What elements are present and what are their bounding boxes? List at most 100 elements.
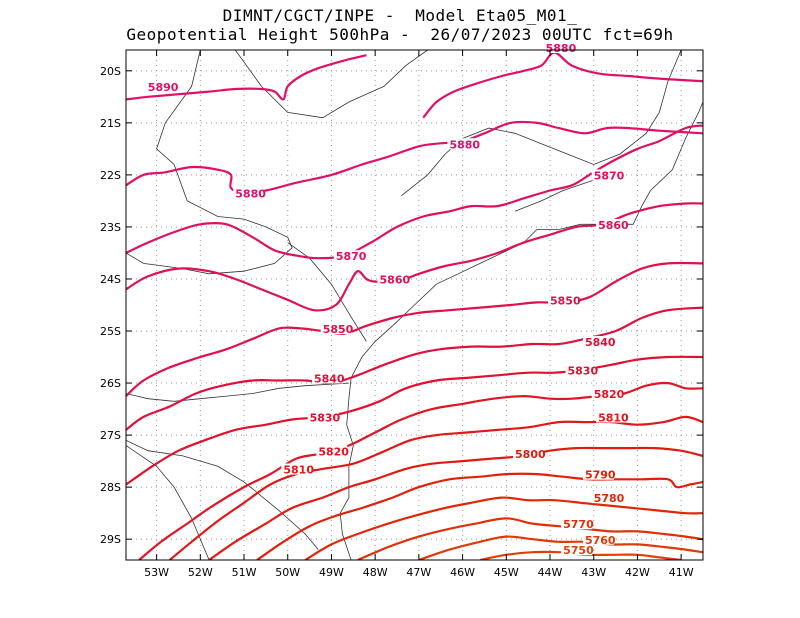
contour-label-bg — [320, 323, 352, 335]
contour-label-5830: 5830 — [567, 365, 598, 378]
contour-label-bg — [561, 544, 593, 556]
lat-tick-label: 20S — [100, 65, 121, 78]
contour-label-bg — [447, 138, 479, 150]
contour-5770 — [357, 517, 703, 560]
contour-5880 — [422, 51, 703, 119]
map-frame — [125, 49, 704, 561]
lon-tick-label: 45W — [494, 566, 519, 579]
contour-label-bg — [582, 336, 614, 348]
lon-tick-label: 42W — [625, 566, 650, 579]
contour-label-5880: 5880 — [449, 138, 480, 151]
lat-tick-label: 26S — [100, 377, 121, 390]
contour-label-5750: 5750 — [563, 544, 594, 557]
lon-tick-label: 46W — [450, 566, 475, 579]
contour-label-5850: 5850 — [550, 294, 581, 307]
contour-label-5810: 5810 — [283, 464, 314, 477]
lat-tick-label: 23S — [100, 221, 121, 234]
lon-tick-label: 52W — [188, 566, 213, 579]
lon-tick-label: 51W — [232, 566, 257, 579]
contour-5830 — [126, 355, 703, 486]
contour-label-5780: 5780 — [594, 492, 625, 505]
contour-5810 — [169, 415, 703, 560]
boundary-line — [126, 50, 293, 275]
boundary-line — [126, 445, 210, 560]
contour-label-bg — [513, 447, 545, 459]
chart-title-line2: Geopotential Height 500hPa - 26/07/2023 … — [126, 25, 674, 44]
lat-tick-label: 28S — [100, 481, 121, 494]
lat-tick-label: 27S — [100, 429, 121, 442]
lon-tick-label: 43W — [581, 566, 606, 579]
contour-label-5820: 5820 — [594, 388, 625, 401]
lon-tick-label: 41W — [669, 566, 694, 579]
lat-tick-label: 21S — [100, 117, 121, 130]
contour-label-5850: 5850 — [323, 323, 354, 336]
contour-5870 — [126, 124, 703, 260]
lon-tick-label: 44W — [538, 566, 563, 579]
contour-label-5890: 5890 — [148, 81, 179, 94]
lat-tick-label: 29S — [100, 533, 121, 546]
contour-label-5820: 5820 — [318, 445, 349, 458]
lat-tick-label: 22S — [100, 169, 121, 182]
contour-5820 — [138, 381, 703, 560]
contour-label-bg — [591, 388, 623, 400]
lon-tick-label: 48W — [363, 566, 388, 579]
contour-label-bg — [281, 463, 313, 475]
lon-tick-label: 50W — [275, 566, 300, 579]
contour-5800 — [208, 446, 703, 560]
contour-label-bg — [316, 445, 348, 457]
lon-tick-label: 47W — [406, 566, 431, 579]
contour-labels: 5890 5880 5880 5880 5870 5870 5860 5860 5850 5850… — [145, 42, 629, 557]
boundary-line — [126, 439, 319, 550]
contour-label-5860: 5860 — [598, 219, 629, 232]
contour-label-bg — [307, 411, 339, 423]
contour-label-bg — [591, 492, 623, 504]
contour-label-bg — [565, 364, 597, 376]
contour-label-5880: 5880 — [546, 42, 577, 55]
contour-label-5800: 5800 — [515, 448, 546, 461]
contour-label-5840: 5840 — [314, 372, 345, 385]
contour-5760 — [418, 535, 703, 560]
contour-label-bg — [596, 411, 628, 423]
lat-tick-label: 24S — [100, 273, 121, 286]
contour-label-bg — [561, 518, 593, 530]
contour-label-bg — [596, 218, 628, 230]
contour-label-bg — [311, 372, 343, 384]
contour-label-bg — [233, 187, 265, 199]
contour-label-bg — [145, 81, 177, 93]
contour-5790 — [256, 472, 703, 560]
boundary-line — [234, 50, 428, 119]
contour-label-5840: 5840 — [585, 336, 616, 349]
lon-tick-label: 53W — [144, 566, 169, 579]
contour-label-5830: 5830 — [310, 411, 341, 424]
contour-label-5870: 5870 — [336, 250, 367, 263]
contour-label-bg — [333, 250, 365, 262]
boundary-line — [126, 382, 349, 402]
chart-title-line1: DIMNT/CGCT/INPE - Model Eta05_M01_ — [222, 6, 578, 25]
contour-5890 — [126, 54, 367, 101]
contour-label-bg — [548, 294, 580, 306]
contour-5850 — [126, 261, 703, 397]
contour-label-bg — [543, 42, 575, 53]
boundary-line — [401, 50, 682, 197]
axis-ticks: 20S 21S 22S 23S 24S 25S 26S 27S 28S 29S 53W 52W 51W 5… — [100, 50, 703, 579]
contour-label-5880: 5880 — [235, 188, 266, 201]
contour-label-5860: 5860 — [380, 274, 411, 287]
contour-label-5770: 5770 — [563, 518, 594, 531]
contour-5880 — [126, 120, 703, 195]
contour-label-5810: 5810 — [598, 411, 629, 424]
boundary-line — [339, 101, 703, 560]
contour-label-5760: 5760 — [585, 534, 616, 547]
contour-label-bg — [582, 468, 614, 480]
contour-label-bg — [591, 169, 623, 181]
contour-5840 — [126, 306, 703, 431]
contour-label-5790: 5790 — [585, 469, 616, 482]
contour-label-5870: 5870 — [594, 170, 625, 183]
contour-5780 — [304, 496, 703, 560]
coastline-boundaries — [126, 50, 703, 560]
lat-tick-label: 25S — [100, 325, 121, 338]
contour-label-bg — [377, 273, 409, 285]
lon-tick-label: 49W — [319, 566, 344, 579]
boundary-line — [287, 242, 367, 342]
contour-label-bg — [582, 533, 614, 545]
